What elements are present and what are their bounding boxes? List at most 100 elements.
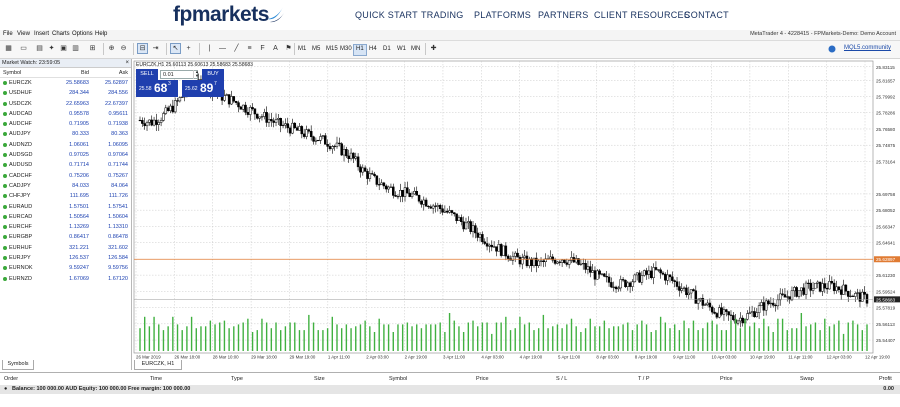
nav-quick-start[interactable]: QUICK START xyxy=(355,10,418,20)
tab-chart-eurczk-h1[interactable]: EURCZK, H1 xyxy=(134,360,182,370)
market-watch-row[interactable]: EURCHF 1.13269 1.13310 xyxy=(0,222,131,232)
menu-view[interactable]: View xyxy=(17,31,30,37)
crosshair-icon[interactable]: + xyxy=(186,45,191,52)
menu-help[interactable]: Help xyxy=(95,31,108,37)
timeframe-m5[interactable]: M5 xyxy=(312,46,321,52)
menu-charts[interactable]: Charts xyxy=(52,31,70,37)
timeframe-m30[interactable]: M30 xyxy=(340,46,352,52)
column-profit[interactable]: Profit xyxy=(879,376,892,382)
arrow-label-icon[interactable]: ⚑ xyxy=(285,45,292,52)
column-symbol[interactable]: Symbol xyxy=(389,376,408,382)
column-header-bid[interactable]: Bid xyxy=(81,70,89,76)
market-watch-row[interactable]: USDCZK 22.65963 22.67397 xyxy=(0,99,131,109)
x-tick-label: 2 Apr 19:00 xyxy=(405,355,428,360)
market-watch-row[interactable]: CADJPY 84.033 84.064 xyxy=(0,181,131,191)
candle-body xyxy=(851,295,855,297)
lot-size-input[interactable]: 0.01 xyxy=(160,70,198,79)
column-swap[interactable]: Swap xyxy=(800,376,814,382)
timeframe-h4[interactable]: H4 xyxy=(369,46,377,52)
column-type[interactable]: Type xyxy=(231,376,243,382)
market-watch-row[interactable]: EURGBP 0.86417 0.86478 xyxy=(0,232,131,242)
candle-body xyxy=(324,135,327,145)
candle-body xyxy=(138,119,142,122)
profiles-icon[interactable]: ▭ xyxy=(20,45,27,52)
timeframe-mn[interactable]: MN xyxy=(411,46,421,52)
market-watch-row[interactable]: AUDCAD 0.95578 0.95611 xyxy=(0,109,131,119)
candle-body xyxy=(640,275,644,283)
market-watch-row[interactable]: AUDUSD 0.71714 0.71744 xyxy=(0,160,131,170)
market-watch-icon[interactable]: ▤ xyxy=(36,45,43,52)
chart-shift-icon[interactable]: ⇥ xyxy=(152,45,159,52)
balance-row[interactable]: ● Balance: 100 000.00 AUD Equity: 100 00… xyxy=(0,385,900,394)
sell-price-prefix: 25.58 xyxy=(139,86,152,92)
timeframe-d1[interactable]: D1 xyxy=(383,46,391,52)
menu-insert[interactable]: Insert xyxy=(34,31,50,37)
buy-price-box[interactable]: 25.62 89 7 xyxy=(182,80,224,97)
new-chart-icon[interactable]: ▦ xyxy=(5,45,12,52)
market-watch-row[interactable]: EURNZD 1.67069 1.67120 xyxy=(0,274,131,284)
close-icon[interactable]: × xyxy=(125,60,129,66)
new-order-icon[interactable]: ✚ xyxy=(430,45,437,52)
column-time[interactable]: Time xyxy=(150,376,163,382)
equidistant-channel-icon[interactable]: ≡ xyxy=(247,45,252,52)
brand-logo[interactable]: fpmarkets xyxy=(173,3,269,26)
market-watch-row[interactable]: USDHUF 284.344 284.556 xyxy=(0,88,131,98)
timeframe-w1[interactable]: W1 xyxy=(397,46,406,52)
market-watch-row[interactable]: EURCZK 25.58683 25.62897 xyxy=(0,78,131,88)
trendline-icon[interactable]: ╱ xyxy=(234,45,239,52)
column-header-ask[interactable]: Ask xyxy=(118,70,128,76)
market-watch-row[interactable]: AUDSGD 0.97025 0.97064 xyxy=(0,150,131,160)
market-watch-row[interactable]: EURAUD 1.57501 1.57541 xyxy=(0,202,131,212)
terminal-icon[interactable]: ▥ xyxy=(72,45,79,52)
lot-spinner[interactable]: ▲ ▼ xyxy=(193,70,200,79)
candle-body xyxy=(366,171,369,179)
sell-price-box[interactable]: 25.58 68 3 xyxy=(136,80,178,97)
horizontal-line-icon[interactable]: — xyxy=(219,45,226,52)
zoom-out-icon[interactable]: ⊖ xyxy=(120,45,127,52)
candle-body xyxy=(244,104,247,113)
market-watch-row[interactable]: CADCHF 0.75206 0.75267 xyxy=(0,171,131,181)
fibonacci-icon[interactable]: F xyxy=(260,45,265,52)
buy-button[interactable]: BUY xyxy=(202,69,224,80)
nav-contact[interactable]: CONTACT xyxy=(684,10,729,20)
column-current-price[interactable]: Price xyxy=(720,376,733,382)
mql5-community-link[interactable]: MQL5.community xyxy=(843,45,891,51)
market-watch-row[interactable]: AUDCHF 0.71905 0.71938 xyxy=(0,119,131,129)
chart-window[interactable]: EURCZK,H1 25.60113 25.60613 25.58683 25.… xyxy=(132,59,900,370)
candle-body xyxy=(495,246,498,252)
data-window-icon[interactable]: ✦ xyxy=(48,45,55,52)
menu-file[interactable]: File xyxy=(3,31,13,37)
market-watch-row[interactable]: EURJPY 126.537 126.584 xyxy=(0,253,131,263)
tab-symbols[interactable]: Symbols xyxy=(2,360,34,370)
text-icon[interactable]: A xyxy=(273,45,278,52)
column-size[interactable]: Size xyxy=(314,376,325,382)
timeframe-m1[interactable]: M1 xyxy=(298,46,307,52)
nav-platforms[interactable]: PLATFORMS xyxy=(474,10,532,20)
market-watch-row[interactable]: EURCAD 1.50564 1.50604 xyxy=(0,212,131,222)
tile-windows-icon[interactable]: ⊟ xyxy=(137,43,148,54)
menu-options[interactable]: Options xyxy=(72,31,93,37)
zoom-in-icon[interactable]: ⊕ xyxy=(108,45,115,52)
market-watch-row[interactable]: EURNOK 9.59247 9.59756 xyxy=(0,263,131,273)
column-sl[interactable]: S / L xyxy=(556,376,568,382)
column-header-symbol[interactable]: Symbol xyxy=(3,70,22,76)
market-watch-row[interactable]: AUDJPY 80.333 80.363 xyxy=(0,129,131,139)
column-tp[interactable]: T / P xyxy=(638,376,650,382)
nav-trading[interactable]: TRADING xyxy=(421,10,464,20)
price-chart[interactable]: EURCZK,H1 25.60113 25.60613 25.58683 25.… xyxy=(132,59,900,370)
strategy-tester-icon[interactable]: ⊞ xyxy=(89,45,96,52)
nav-partners[interactable]: PARTNERS xyxy=(538,10,589,20)
nav-client-resources[interactable]: CLIENT RESOURCES xyxy=(594,10,691,20)
column-order[interactable]: Order xyxy=(4,376,19,382)
cursor-icon[interactable]: ↖ xyxy=(170,43,181,54)
candle-body xyxy=(258,116,261,119)
sell-button[interactable]: SELL xyxy=(136,69,158,80)
column-price[interactable]: Price xyxy=(476,376,489,382)
market-watch-row[interactable]: EURHUF 321.221 321.602 xyxy=(0,243,131,253)
market-watch-row[interactable]: AUDNZD 1.06061 1.06095 xyxy=(0,140,131,150)
market-watch-row[interactable]: CHFJPY 111.695 111.726 xyxy=(0,191,131,201)
timeframe-h1[interactable]: H1 xyxy=(353,44,367,56)
vertical-line-icon[interactable]: | xyxy=(208,45,211,52)
timeframe-m15[interactable]: M15 xyxy=(326,46,338,52)
navigator-icon[interactable]: ▣ xyxy=(60,45,67,52)
